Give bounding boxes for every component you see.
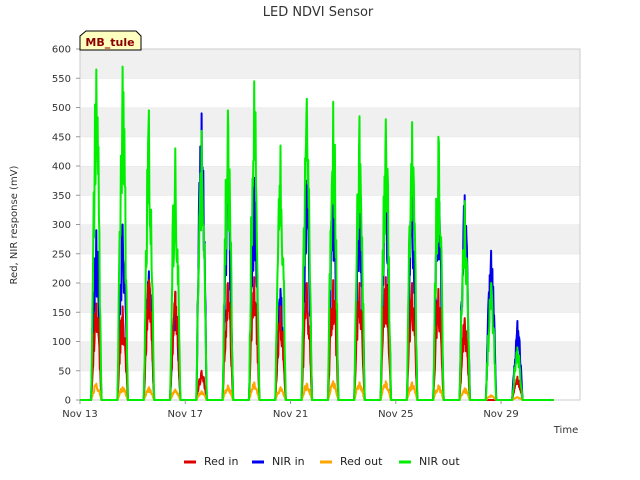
series-layer [80,65,554,401]
grid-band [80,107,580,137]
site-label: MB_tule [85,36,134,49]
legend-item-red-in: Red in [184,455,238,468]
grid-band [80,166,580,196]
grid-band [80,136,580,166]
y-tick-label: 550 [52,74,71,85]
x-tick-label: Nov 13 [62,409,97,420]
x-tick-label: Nov 29 [483,409,518,420]
x-axis: Nov 13 Nov 17 Nov 21 Nov 25 Nov 29 [62,400,519,420]
y-tick-label: 100 [52,337,71,348]
y-tick-label: 250 [52,249,71,260]
x-tick-label: Nov 25 [378,409,413,420]
y-tick-label: 300 [52,220,71,231]
y-tick-label: 50 [58,366,71,377]
legend-item-nir-out: NIR out [399,455,460,468]
y-axis: 0 50 100 150 200 250 300 350 400 450 500 550 600 [52,45,80,407]
series-nir-out [80,65,554,401]
grid-band [80,78,580,108]
y-axis-title: Red, NIR response (mV) [9,165,20,284]
grid-band [80,49,580,79]
y-tick-label: 0 [65,396,71,407]
x-tick-label: Nov 21 [273,409,308,420]
y-tick-label: 600 [52,45,71,56]
chart-title: LED NDVI Sensor [263,5,374,20]
legend-label: Red in [204,455,238,468]
legend-label: NIR out [419,455,460,468]
x-tick-label: Nov 17 [168,409,203,420]
y-tick-label: 150 [52,308,71,319]
legend-item-red-out: Red out [320,455,383,468]
legend-label: Red out [340,455,383,468]
legend-label: NIR in [272,455,305,468]
site-label-box: MB_tule [79,30,142,51]
legend: Red in NIR in Red out NIR out [184,455,460,468]
y-tick-label: 400 [52,162,71,173]
y-tick-label: 350 [52,191,71,202]
grid-band [80,195,580,225]
x-axis-title: Time [553,425,578,436]
series-line [80,65,554,401]
y-tick-label: 200 [52,279,71,290]
y-tick-label: 450 [52,132,71,143]
y-tick-label: 500 [52,103,71,114]
legend-item-nir-in: NIR in [252,455,305,468]
